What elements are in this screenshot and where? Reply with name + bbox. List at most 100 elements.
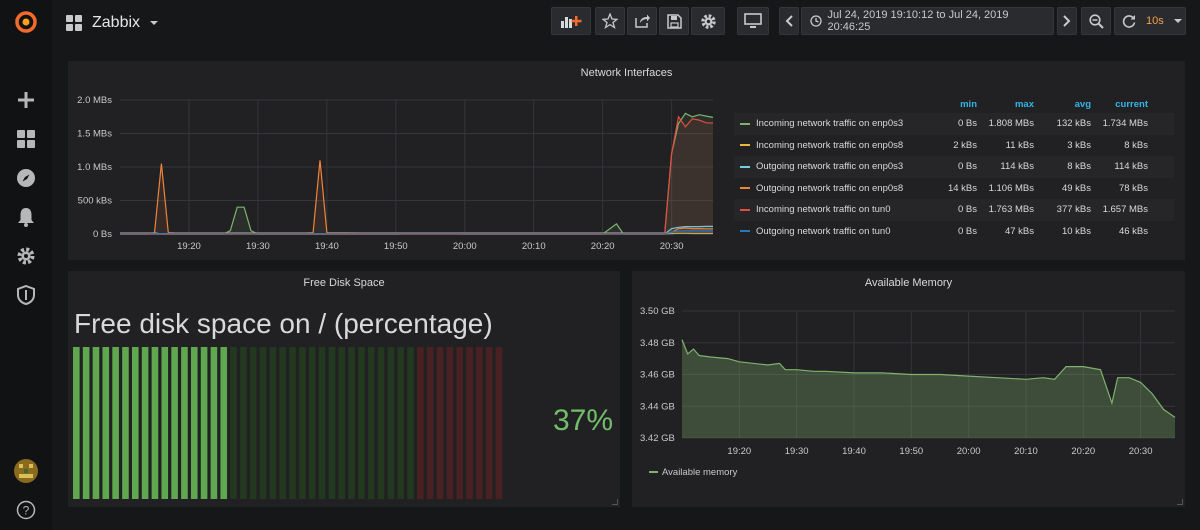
refresh-picker[interactable]: 10s	[1114, 7, 1186, 35]
x-tick-label: 20:10	[522, 241, 546, 252]
gauge-cell	[269, 347, 277, 499]
gauge-cell	[318, 347, 326, 499]
legend-series[interactable]: Outgoing network traffic on enp0s8	[734, 183, 920, 194]
y-tick-label: 2.0 MBs	[77, 95, 112, 106]
dashboards-grid-icon[interactable]	[12, 125, 40, 153]
gauge-cell	[367, 347, 375, 499]
gauge-cell	[417, 347, 424, 499]
legend-row[interactable]: Outgoing network traffic on tun0 0 Bs 47 k…	[734, 221, 1174, 243]
chevron-left-icon	[785, 15, 793, 27]
save-dashboard-button[interactable]	[659, 7, 689, 35]
zoom-out-icon	[1088, 13, 1104, 29]
legend-avg: 377 kBs	[1056, 204, 1091, 216]
help-question-icon[interactable]: ?	[12, 496, 40, 524]
legend-header-max[interactable]: max	[1014, 99, 1034, 110]
add-panel-button[interactable]	[551, 7, 591, 35]
legend-series[interactable]: Outgoing network traffic on tun0	[734, 226, 920, 237]
x-tick-label: 20:20	[591, 241, 615, 252]
series-line	[120, 112, 714, 235]
panel-title[interactable]: Free Disk Space	[303, 277, 385, 289]
gauge-cell	[73, 347, 80, 499]
gauge-cell	[387, 347, 395, 499]
legend-avg: 49 kBs	[1061, 182, 1091, 194]
time-shift-forward-button[interactable]	[1057, 7, 1077, 35]
gauge-cell	[181, 347, 188, 499]
gauge-cell	[141, 347, 149, 499]
series-area	[120, 116, 713, 234]
dashboard-grid-icon	[66, 15, 82, 31]
gauge-cell	[426, 347, 434, 499]
panel-title[interactable]: Available Memory	[864, 277, 953, 289]
legend-header-min[interactable]: min	[960, 99, 977, 110]
legend-series-name: Outgoing network traffic on enp0s8	[756, 182, 904, 194]
x-tick-label: 19:30	[785, 446, 809, 457]
gauge-cell	[397, 347, 404, 499]
legend-header-avg[interactable]: avg	[1074, 99, 1091, 110]
gauge-cell	[161, 347, 169, 499]
legend-series-name: Incoming network traffic on enp0s8	[756, 139, 904, 151]
legend-current: 8 kBs	[1124, 139, 1148, 151]
time-range-picker[interactable]: Jul 24, 2019 19:10:12 to Jul 24, 2019 20…	[801, 7, 1054, 35]
network-interfaces-chart[interactable]: 2.0 MBs 1.5 MBs 1.0 MBs 500 kBs 0 Bs 19:20 19:…	[68, 61, 728, 260]
x-tick-label: 19:30	[246, 241, 270, 252]
time-range-label: Jul 24, 2019 19:10:12 to Jul 24, 2019 20…	[827, 9, 1009, 33]
gauge-cell	[122, 347, 129, 499]
available-memory-panel: Available Memory	[632, 271, 1185, 507]
panel-title[interactable]: Network Interfaces	[580, 67, 673, 79]
gauge-cell	[131, 347, 139, 499]
legend-series[interactable]: Incoming network traffic on tun0	[734, 204, 920, 215]
share-dashboard-button[interactable]	[627, 7, 657, 35]
legend-series-name: Outgoing network traffic on enp0s3	[756, 161, 904, 173]
legend-header-current[interactable]: current	[1115, 99, 1148, 110]
save-icon	[666, 13, 682, 29]
legend-swatch-icon	[740, 230, 750, 233]
legend-current: 1.657 MBs	[1102, 204, 1148, 216]
gauge-cell	[210, 347, 218, 499]
available-memory-chart[interactable]: 3.50 GB 3.48 GB 3.46 GB 3.44 GB 3.42 GB 19:20…	[632, 271, 1185, 507]
cycle-view-mode-button[interactable]	[737, 7, 769, 35]
x-tick-label: 20:10	[1014, 446, 1038, 457]
legend-max: 1.808 MBs	[988, 118, 1034, 130]
plus-icon[interactable]	[12, 86, 40, 114]
gauge-cell	[407, 347, 414, 499]
legend-row[interactable]: Incoming network traffic on enp0s8 2 kBs 1…	[734, 135, 1174, 157]
x-tick-label: 19:40	[315, 241, 339, 252]
gauge-cell	[436, 347, 444, 499]
configuration-gear-icon[interactable]	[12, 242, 40, 270]
legend-row[interactable]: Outgoing network traffic on enp0s3 0 Bs 11…	[734, 156, 1174, 178]
legend-row[interactable]: Incoming network traffic on enp0s3 0 Bs 1.…	[734, 113, 1174, 135]
y-tick-label: 500 kBs	[78, 196, 113, 207]
gauge-cell	[377, 347, 385, 499]
gauge-cell	[348, 347, 355, 499]
x-tick-label: 19:50	[899, 446, 923, 457]
alerting-bell-icon[interactable]	[12, 203, 40, 231]
grafana-logo-icon[interactable]	[12, 8, 40, 36]
legend-avg: 3 kBs	[1067, 139, 1091, 151]
y-tick-label: 3.42 GB	[640, 433, 675, 444]
resize-handle[interactable]	[612, 499, 618, 505]
explore-compass-icon[interactable]	[12, 164, 40, 192]
monitor-icon	[744, 13, 762, 28]
legend-current: 114 kBs	[1114, 161, 1148, 173]
dashboard-picker[interactable]: Zabbix	[66, 12, 159, 34]
star-dashboard-button[interactable]	[595, 7, 625, 35]
legend-series[interactable]: Incoming network traffic on enp0s8	[734, 140, 920, 151]
legend-max: 1.763 MBs	[988, 204, 1034, 216]
legend-min: 0 Bs	[957, 225, 977, 237]
time-shift-back-button[interactable]	[779, 7, 799, 35]
y-tick-label: 3.50 GB	[640, 306, 675, 317]
gauge-cell	[279, 347, 287, 499]
series-area	[120, 160, 713, 234]
legend-row[interactable]: Incoming network traffic on tun0 0 Bs 1.76…	[734, 199, 1174, 221]
gauge-cell	[200, 347, 208, 499]
bar-gauge-title: Free disk space on / (percentage)	[74, 308, 493, 339]
user-avatar-icon[interactable]	[12, 457, 40, 485]
server-admin-shield-icon[interactable]	[12, 281, 40, 309]
legend-swatch-icon	[740, 165, 750, 168]
legend-series[interactable]: Outgoing network traffic on enp0s3	[734, 161, 920, 172]
dashboard-settings-button[interactable]	[691, 7, 725, 35]
resize-handle[interactable]	[1177, 499, 1183, 505]
zoom-out-button[interactable]	[1081, 7, 1111, 35]
legend-series[interactable]: Incoming network traffic on enp0s3	[734, 118, 920, 129]
legend-row[interactable]: Outgoing network traffic on enp0s8 14 kBs…	[734, 178, 1174, 200]
